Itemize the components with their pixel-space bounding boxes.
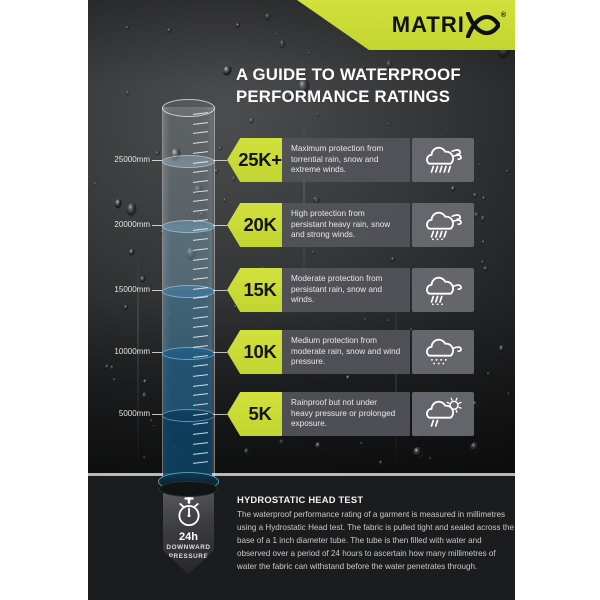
rain-wind-icon xyxy=(426,276,462,306)
sun-shower-icon xyxy=(426,397,462,427)
title-line-1: A GUIDE TO WATERPROOF xyxy=(236,65,461,84)
tube-level-label: 20000mm xyxy=(114,220,150,229)
weather-icon-panel xyxy=(412,203,474,247)
tube-level-label: 25000mm xyxy=(114,155,150,164)
rating-row: 25K+ Maximum protection from torrential … xyxy=(227,138,474,182)
rating-tag: 10K xyxy=(227,330,282,374)
title-line-2: PERFORMANCE RATINGS xyxy=(236,86,451,106)
rating-tag: 15K xyxy=(227,268,282,312)
divider-line xyxy=(88,473,515,476)
badge-line-1: DOWNWARD xyxy=(166,544,211,551)
rating-description: Medium protection from moderate rain, sn… xyxy=(282,330,410,374)
rating-row: 5K Rainproof but not under heavy pressur… xyxy=(227,392,474,436)
footer-body-text: The waterproof performance rating of a g… xyxy=(237,510,514,571)
footer-background xyxy=(88,476,515,600)
tube-level-label: 10000mm xyxy=(114,347,150,356)
weather-icon-panel xyxy=(412,330,474,374)
rating-description: Moderate protection from persistant rain… xyxy=(282,268,410,312)
weather-icon-panel xyxy=(412,138,474,182)
rating-description: High protection from persistant heavy ra… xyxy=(282,203,410,247)
rating-row: 20K High protection from persistant heav… xyxy=(227,203,474,247)
registered-mark: ® xyxy=(500,12,506,19)
tube-level-label: 5000mm xyxy=(118,409,150,418)
rating-row: 15K Moderate protection from persistant … xyxy=(227,268,474,312)
rating-tag: 20K xyxy=(227,203,282,247)
rating-description: Maximum protection from torrential rain,… xyxy=(282,138,410,182)
stopwatch-icon xyxy=(177,497,200,527)
weather-icon-panel xyxy=(412,392,474,436)
page-title: A GUIDE TO WATERPROOF PERFORMANCE RATING… xyxy=(236,64,461,107)
flyer: MATRI ® A GUIDE TO WATERPROOF PERFORMANC… xyxy=(88,0,515,600)
footer-heading: HYDROSTATIC HEAD TEST xyxy=(237,494,364,505)
badge-line-2: PRESSURE xyxy=(168,553,209,560)
logo-text: MATRI xyxy=(391,12,465,37)
drizzle-wind-icon xyxy=(426,338,462,365)
rating-tag: 25K+ xyxy=(227,138,282,182)
weather-icon-panel xyxy=(412,268,474,312)
storm-rain-wind-icon xyxy=(426,146,462,173)
rating-tag: 5K xyxy=(227,392,282,436)
rating-description: Rainproof but not under heavy pressure o… xyxy=(282,392,410,436)
matrix-logo: MATRI ® xyxy=(392,0,506,50)
rating-row: 10K Medium protection from moderate rain… xyxy=(227,330,474,374)
tube-base xyxy=(159,481,218,497)
measuring-tube-rim xyxy=(162,99,215,117)
badge-duration: 24h xyxy=(179,531,198,543)
heavy-rain-wind-icon xyxy=(426,211,462,241)
fish-x-icon xyxy=(465,12,500,38)
tube-level-label: 15000mm xyxy=(114,285,150,294)
